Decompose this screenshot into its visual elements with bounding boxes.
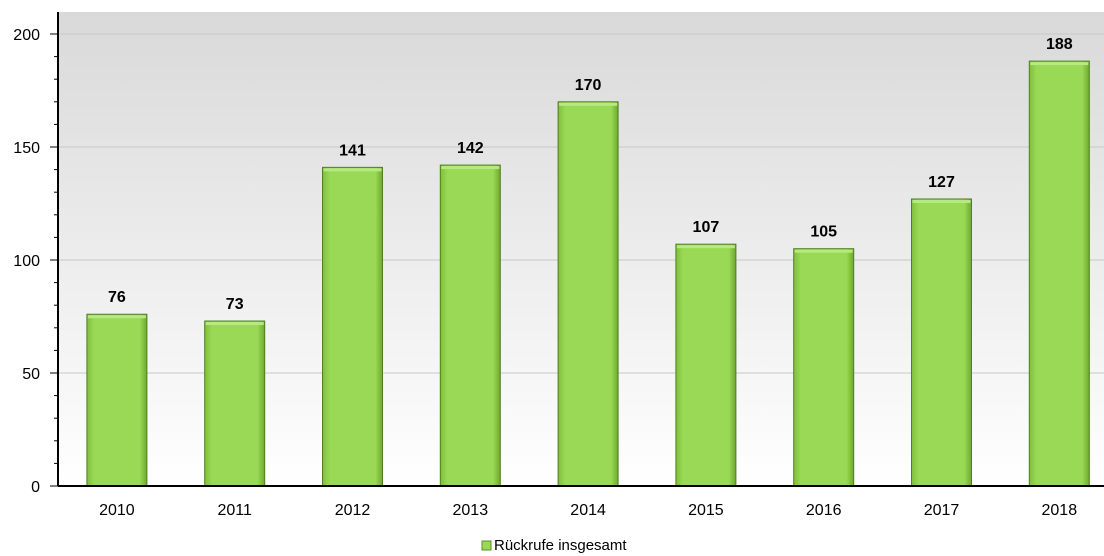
x-tick-label: 2018 <box>1042 502 1078 519</box>
data-label: 76 <box>108 289 126 306</box>
bar <box>557 101 619 487</box>
y-tick-label: 150 <box>13 140 40 157</box>
bar <box>322 166 383 487</box>
x-tick-label: 2017 <box>924 502 960 519</box>
bar <box>204 320 266 487</box>
y-tick-label: 0 <box>31 479 40 496</box>
data-label: 188 <box>1046 36 1073 53</box>
legend-swatch <box>481 540 492 551</box>
bar-highlight <box>794 249 853 253</box>
bar-highlight <box>441 166 500 170</box>
y-tick-label: 200 <box>13 27 40 44</box>
x-tick-label: 2015 <box>688 502 724 519</box>
bar-highlight <box>1030 62 1089 66</box>
bar <box>675 243 737 487</box>
bar <box>793 248 855 487</box>
data-label: 105 <box>810 224 837 241</box>
bar <box>911 198 972 487</box>
legend-label: Rückrufe insgesamt <box>494 537 627 554</box>
bar-highlight <box>87 315 146 319</box>
legend: Rückrufe insgesamt <box>481 537 627 554</box>
bar <box>86 313 148 487</box>
x-tick-label: 2012 <box>335 502 371 519</box>
bar <box>1028 60 1090 487</box>
data-label: 127 <box>928 174 955 191</box>
data-label: 170 <box>575 77 602 94</box>
x-tick-label: 2014 <box>570 502 606 519</box>
bar-highlight <box>912 199 971 203</box>
bar-highlight <box>676 245 735 249</box>
data-label: 73 <box>226 296 244 313</box>
x-tick-label: 2010 <box>99 502 135 519</box>
x-tick-label: 2013 <box>453 502 489 519</box>
bars <box>86 60 1090 487</box>
labels: 0 50 100 150 200 76 2010 73 2011 141 2012 142 2013 17… <box>13 27 1077 519</box>
bar-highlight <box>205 322 264 326</box>
x-tick-label: 2016 <box>806 502 842 519</box>
data-label: 142 <box>457 140 484 157</box>
bar-highlight <box>323 168 382 172</box>
data-label: 107 <box>693 219 720 236</box>
data-label: 141 <box>339 142 366 159</box>
y-tick-label: 50 <box>22 366 40 383</box>
y-tick-label: 100 <box>13 253 40 270</box>
bar-highlight <box>559 102 618 106</box>
axes <box>50 12 1104 487</box>
bar <box>439 164 501 487</box>
x-tick-label: 2011 <box>217 502 252 519</box>
